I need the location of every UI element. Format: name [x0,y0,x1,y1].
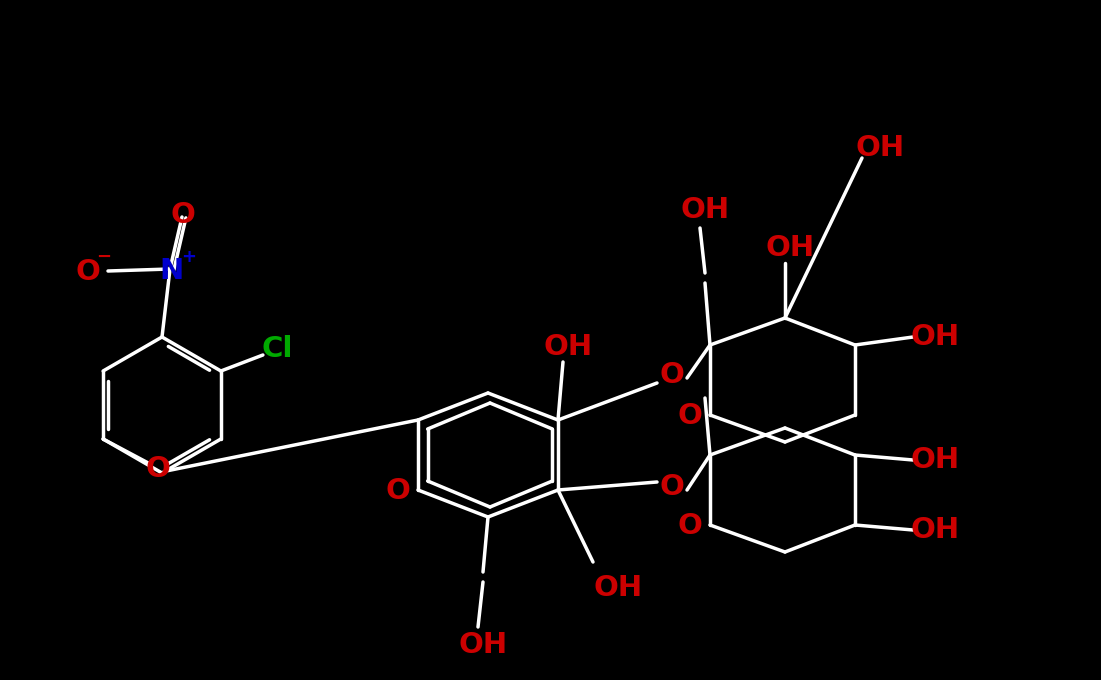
Text: −: − [97,248,111,266]
Text: OH: OH [911,323,960,351]
Text: OH: OH [680,196,730,224]
Text: OH: OH [911,446,960,474]
Text: OH: OH [458,631,508,659]
Text: OH: OH [593,574,643,602]
Text: O: O [171,201,196,229]
Text: O: O [677,402,702,430]
Text: O: O [76,258,100,286]
Text: O: O [659,473,685,501]
Text: OH: OH [911,516,960,544]
Text: O: O [145,455,171,483]
Text: +: + [182,248,196,266]
Text: OH: OH [544,333,592,361]
Text: OH: OH [765,234,815,262]
Text: OH: OH [855,134,905,162]
Text: N: N [159,257,183,285]
Text: Cl: Cl [261,335,293,363]
Text: O: O [677,512,702,540]
Text: O: O [385,477,411,505]
Text: O: O [659,361,685,389]
